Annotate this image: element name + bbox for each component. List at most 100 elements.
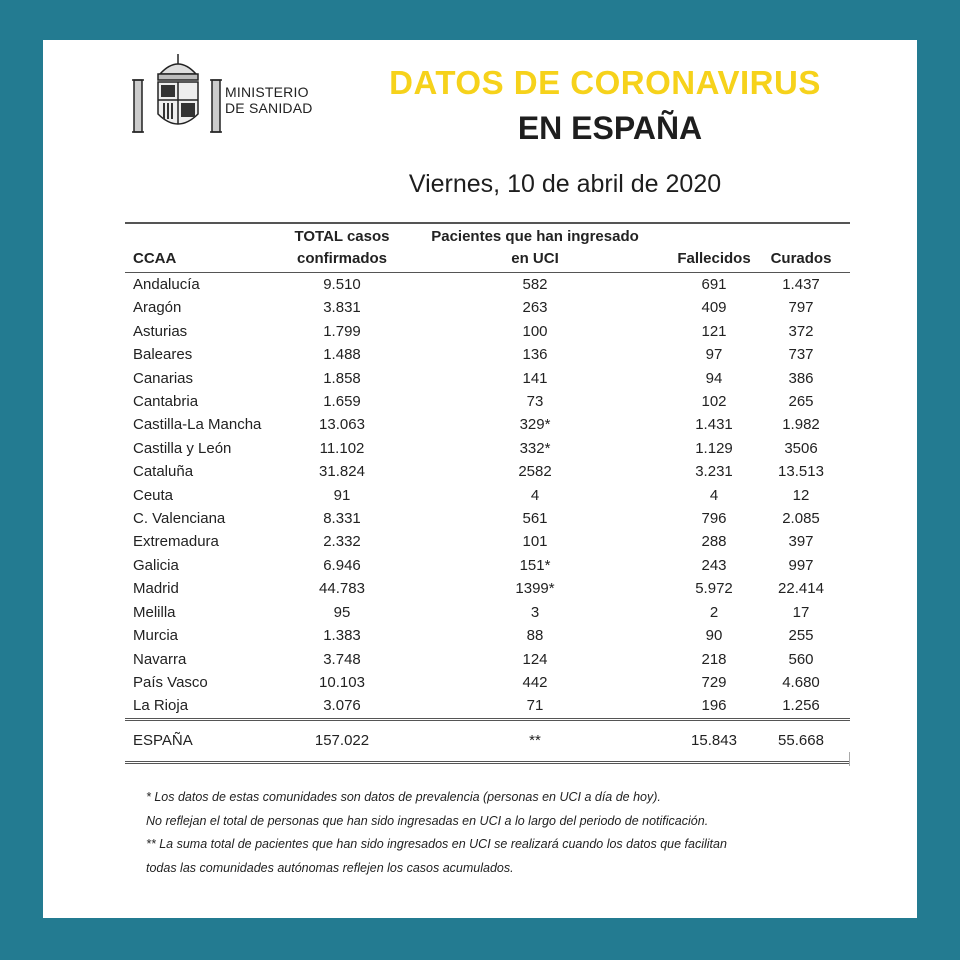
header-line1 — [752, 226, 850, 248]
table-row: Castilla-La Mancha 13.063 329* 1.431 1.982 — [125, 413, 850, 436]
cell-icu: 71 — [394, 694, 676, 721]
table-row: C. Valenciana 8.331 561 796 2.085 — [125, 507, 850, 530]
cell-confirmed: 3.831 — [323, 299, 361, 317]
cell-deaths: 196 — [676, 694, 752, 721]
cell-confirmed: 2.332 — [323, 533, 361, 551]
cell-ccaa: Castilla y León — [133, 439, 232, 457]
cell-ccaa: Galicia — [133, 556, 179, 574]
table-row: Navarra 3.748 124 218 560 — [125, 648, 850, 671]
cell-icu: 329* — [519, 416, 551, 434]
table-row: Madrid 44.783 1399* 5.972 22.414 — [125, 577, 850, 600]
cell-recovered: 737 — [788, 346, 814, 364]
cell-recovered: 1.437 — [782, 276, 820, 293]
cell-deaths: 5.972 — [695, 580, 733, 598]
cell-deaths: 288 — [701, 533, 727, 551]
table-row: La Rioja 3.076 71 196 1.256 — [125, 694, 850, 721]
cell-recovered: 55.668 — [752, 719, 850, 764]
cell-recovered: 12 — [792, 486, 810, 504]
cell-confirmed: 44.783 — [319, 580, 365, 598]
cell-confirmed: 1.383 — [323, 627, 361, 645]
coat-of-arms-icon — [132, 54, 222, 133]
cell-icu: 263 — [522, 299, 548, 317]
cell-recovered: 1.256 — [752, 694, 850, 721]
table-row: Murcia 1.383 88 90 255 — [125, 624, 850, 647]
cell-recovered: 3506 — [784, 439, 818, 457]
cell-ccaa: Aragón — [133, 299, 182, 317]
column-header-ccaa: CCAA — [125, 223, 290, 273]
ministry-line2: DE SANIDAD — [225, 100, 313, 116]
cell-recovered: 2.085 — [782, 510, 820, 528]
ministry-line1: MINISTERIO — [225, 84, 309, 100]
table-row: Canarias 1.858 141 94 386 — [125, 367, 850, 390]
cell-confirmed: 10.103 — [319, 673, 365, 691]
cell-deaths: 90 — [705, 627, 723, 645]
cell-icu: 3 — [530, 603, 540, 621]
cell-ccaa: Cataluña — [133, 463, 194, 481]
cell-confirmed: 1.799 — [323, 322, 361, 340]
cell-confirmed: 1.488 — [323, 346, 361, 364]
cell-deaths: 2 — [709, 603, 719, 621]
table-row: Galicia 6.946 151* 243 997 — [125, 554, 850, 577]
cell-deaths: 4 — [709, 486, 719, 504]
title-line1: DATOS DE CORONAVIRUS — [389, 64, 821, 101]
content-panel — [43, 40, 917, 918]
cell-confirmed: 91 — [333, 486, 351, 504]
data-table: CCAA TOTAL casos confirmados Pacientes que … — [125, 222, 850, 764]
header-line1 — [676, 226, 752, 248]
cell-deaths: 121 — [701, 322, 727, 340]
cell-deaths: 409 — [701, 299, 727, 317]
cell-icu: 4 — [530, 486, 540, 504]
cell-icu: ** — [394, 719, 676, 764]
cell-recovered: 22.414 — [778, 580, 824, 598]
cell-icu: 101 — [522, 533, 548, 551]
cell-deaths: 94 — [705, 369, 723, 387]
column-header-confirmed: TOTAL casos confirmados — [290, 223, 394, 273]
cell-icu: 1399* — [515, 580, 555, 598]
cell-icu: 136 — [522, 346, 548, 364]
header-line2: en UCI — [511, 250, 559, 267]
cell-deaths: 729 — [701, 673, 727, 691]
footnote: todas las comunidades autónomas reflejen… — [146, 860, 514, 875]
footnote: No reflejan el total de personas que han… — [146, 813, 709, 828]
cell-ccaa: Andalucía — [133, 276, 200, 293]
table-header: CCAA TOTAL casos confirmados Pacientes que … — [125, 223, 850, 273]
table-row: Asturias 1.799 100 121 372 — [125, 320, 850, 343]
table-row: Castilla y León 11.102 332* 1.129 3506 — [125, 437, 850, 460]
cell-confirmed: 31.824 — [319, 463, 365, 481]
cell-icu: 332* — [519, 439, 551, 457]
cell-ccaa: Extremadura — [133, 533, 219, 551]
cell-confirmed: 11.102 — [319, 439, 365, 457]
cell-recovered: 17 — [792, 603, 810, 621]
cell-icu: 151* — [519, 556, 551, 574]
column-header-recovered: Curados — [752, 223, 850, 273]
cell-recovered: 255 — [788, 627, 814, 645]
cell-icu: 88 — [526, 627, 544, 645]
column-header-deaths: Fallecidos — [676, 223, 752, 273]
cell-confirmed: 3.076 — [290, 694, 394, 721]
cell-ccaa: Melilla — [133, 603, 176, 621]
header-line2: Fallecidos — [677, 250, 751, 267]
cell-deaths: 1.129 — [695, 439, 733, 457]
cell-recovered: 797 — [788, 299, 814, 317]
cell-confirmed: 157.022 — [290, 719, 394, 764]
report-date: Viernes, 10 de abril de 2020 — [408, 170, 722, 198]
cell-icu: 100 — [522, 322, 548, 340]
cell-confirmed: 1.858 — [323, 369, 361, 387]
cell-confirmed: 6.946 — [323, 556, 361, 574]
cell-confirmed: 95 — [333, 603, 351, 621]
cell-deaths: 243 — [701, 556, 727, 574]
table-row: Cataluña 31.824 2582 3.231 13.513 — [125, 460, 850, 483]
divider — [849, 752, 850, 766]
column-header-icu: Pacientes que han ingresado en UCI — [394, 223, 676, 273]
cell-deaths: 15.843 — [676, 719, 752, 764]
cell-ccaa: Murcia — [133, 627, 179, 645]
cell-deaths: 1.431 — [695, 416, 733, 434]
header-line1: TOTAL casos — [294, 228, 390, 245]
cell-deaths: 97 — [705, 346, 723, 364]
footnote: ** La suma total de pacientes que han si… — [146, 837, 727, 852]
header-line2: CCAA — [133, 250, 177, 267]
cell-ccaa: País Vasco — [133, 673, 208, 691]
cell-icu: 582 — [522, 276, 548, 293]
cell-confirmed: 9.510 — [323, 276, 361, 293]
cell-deaths: 102 — [701, 393, 727, 411]
